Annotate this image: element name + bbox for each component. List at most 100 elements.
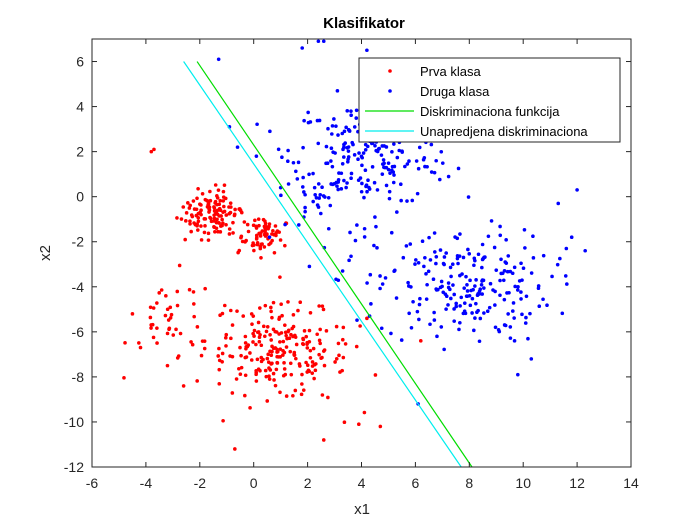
x-tick-label: -2: [194, 475, 207, 491]
class2-point: [522, 228, 527, 232]
class1-point: [221, 195, 226, 199]
class1-point: [279, 302, 283, 306]
class2-point: [358, 176, 363, 180]
class2-point: [324, 161, 328, 166]
class2-point: [465, 282, 469, 287]
class2-point: [303, 205, 307, 210]
class1-point: [263, 303, 268, 308]
class2-point: [472, 256, 477, 261]
class1-point: [244, 344, 248, 349]
class2-point: [328, 203, 333, 208]
class1-point: [312, 376, 316, 381]
class2-point: [324, 144, 329, 149]
class2-point: [448, 287, 452, 292]
class2-point: [473, 284, 477, 288]
class1-point: [257, 339, 262, 344]
class2-point: [565, 282, 569, 286]
class1-point: [268, 333, 272, 337]
class1-point: [200, 192, 205, 196]
class2-point: [444, 294, 449, 299]
class2-point: [345, 181, 349, 185]
class1-point: [269, 309, 273, 314]
class2-point: [512, 339, 517, 343]
legend-marker: [388, 69, 392, 73]
class2-point: [449, 296, 453, 301]
class2-point: [511, 301, 516, 305]
class1-point: [252, 248, 256, 253]
class2-point: [390, 150, 394, 154]
class2-point: [378, 274, 382, 278]
class1-point: [258, 306, 262, 310]
class2-point: [378, 286, 382, 291]
x-tick-label: 14: [623, 475, 639, 491]
class1-point: [251, 331, 255, 336]
class2-point: [373, 143, 377, 148]
class1-point: [311, 346, 316, 351]
class2-point: [360, 163, 364, 168]
class1-point: [280, 313, 284, 318]
class1-point: [293, 333, 297, 338]
class2-point: [407, 311, 411, 316]
class1-point: [256, 330, 261, 334]
class2-point: [399, 198, 403, 203]
class2-point: [346, 155, 351, 159]
class1-point: [320, 304, 325, 308]
class1-point: [164, 294, 168, 298]
class2-point: [452, 307, 456, 311]
class2-point: [541, 253, 546, 258]
class2-point: [478, 316, 483, 321]
class2-point: [432, 318, 437, 322]
class1-point: [151, 335, 156, 340]
class2-point: [531, 256, 536, 260]
x-tick-label: -6: [86, 475, 99, 491]
class2-point: [306, 120, 311, 125]
class2-point: [428, 258, 433, 262]
class1-point: [222, 209, 227, 214]
class2-point: [455, 256, 460, 261]
class1-point: [221, 418, 225, 423]
class2-point: [464, 274, 468, 279]
class1-point: [195, 196, 199, 201]
class1-point: [168, 305, 173, 310]
class1-point: [260, 229, 265, 233]
class2-point: [390, 168, 394, 173]
class1-point: [284, 345, 289, 349]
class1-point: [203, 224, 207, 228]
class1-point: [257, 335, 262, 340]
class1-point: [269, 305, 273, 310]
class2-point: [523, 321, 528, 325]
class2-point: [372, 243, 376, 248]
class1-point: [217, 382, 222, 386]
class1-point: [199, 224, 203, 228]
class2-point: [326, 195, 331, 200]
legend-label: Unapredjena diskriminaciona: [420, 124, 588, 139]
class2-point: [426, 269, 431, 274]
class1-point: [274, 367, 279, 372]
class1-point: [208, 189, 212, 194]
class2-point: [353, 238, 358, 243]
class2-point: [441, 261, 446, 266]
class2-point: [355, 223, 359, 227]
class2-point: [355, 318, 359, 322]
class2-point: [524, 315, 528, 320]
class1-point: [155, 341, 159, 345]
class1-point: [299, 392, 304, 397]
class2-point: [410, 198, 415, 203]
class1-point: [214, 226, 219, 231]
class1-point: [340, 368, 344, 373]
class1-point: [254, 342, 258, 347]
class2-point: [477, 339, 482, 344]
class1-point: [337, 353, 341, 358]
class2-point: [369, 302, 373, 306]
class2-point: [326, 226, 331, 231]
class1-point: [241, 314, 246, 318]
class1-point: [138, 345, 143, 350]
class2-point: [321, 39, 326, 44]
class1-point: [270, 315, 274, 320]
class2-point: [383, 276, 388, 280]
class2-point: [429, 142, 434, 147]
class2-point: [375, 188, 380, 192]
class1-point: [281, 339, 286, 344]
class1-point: [270, 361, 274, 366]
